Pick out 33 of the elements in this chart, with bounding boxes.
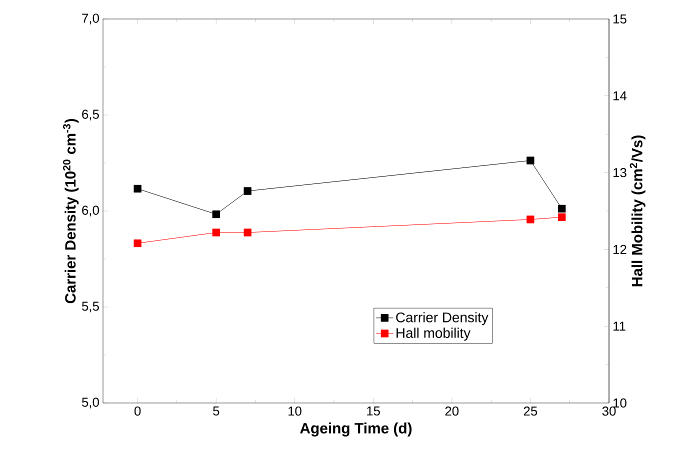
y-tick-label: 6,5: [82, 110, 99, 120]
x-tick-label: 5: [213, 406, 220, 416]
point: [244, 187, 252, 195]
point: [558, 213, 566, 221]
legend-label: Carrier Density: [396, 312, 488, 326]
y-tick-label: 6,0: [82, 206, 99, 216]
y-tick-label: 5,0: [82, 398, 99, 408]
y2-tick-label: 14: [614, 91, 627, 100]
point: [526, 216, 534, 224]
x-tick-label: 15: [367, 406, 380, 416]
legend-label: Hall mobility: [396, 328, 471, 341]
x-tick-label: 20: [445, 406, 459, 416]
point: [526, 156, 534, 164]
y2-tick-label: 10: [614, 398, 626, 408]
x-tick-label: 25: [524, 406, 538, 416]
point: [558, 204, 566, 213]
y2-tick-label: 12: [614, 244, 626, 254]
x-tick-label: 0: [134, 406, 141, 416]
y2-tick-label: 13: [614, 168, 626, 178]
point: [244, 228, 252, 236]
y-tick-label: 5,5: [82, 302, 99, 312]
y-axis-title: Carrier Density (10$^{20}$ cm$^{-3}$): [63, 118, 79, 304]
point: [212, 210, 220, 218]
y2-tick-label: 15: [614, 14, 626, 24]
point: [134, 239, 142, 248]
point: [212, 228, 220, 236]
point: [134, 184, 142, 193]
y2-axis-title: Hall Mobility (cm$^{2}$/Vs): [630, 136, 646, 286]
x-tick-label: 30: [602, 406, 616, 416]
y2-tick-label: 11: [614, 322, 626, 331]
x-axis-title: Ageing Time (d): [300, 422, 412, 437]
x-tick-label: 10: [288, 406, 302, 416]
y-tick-label: 7,0: [82, 14, 99, 24]
